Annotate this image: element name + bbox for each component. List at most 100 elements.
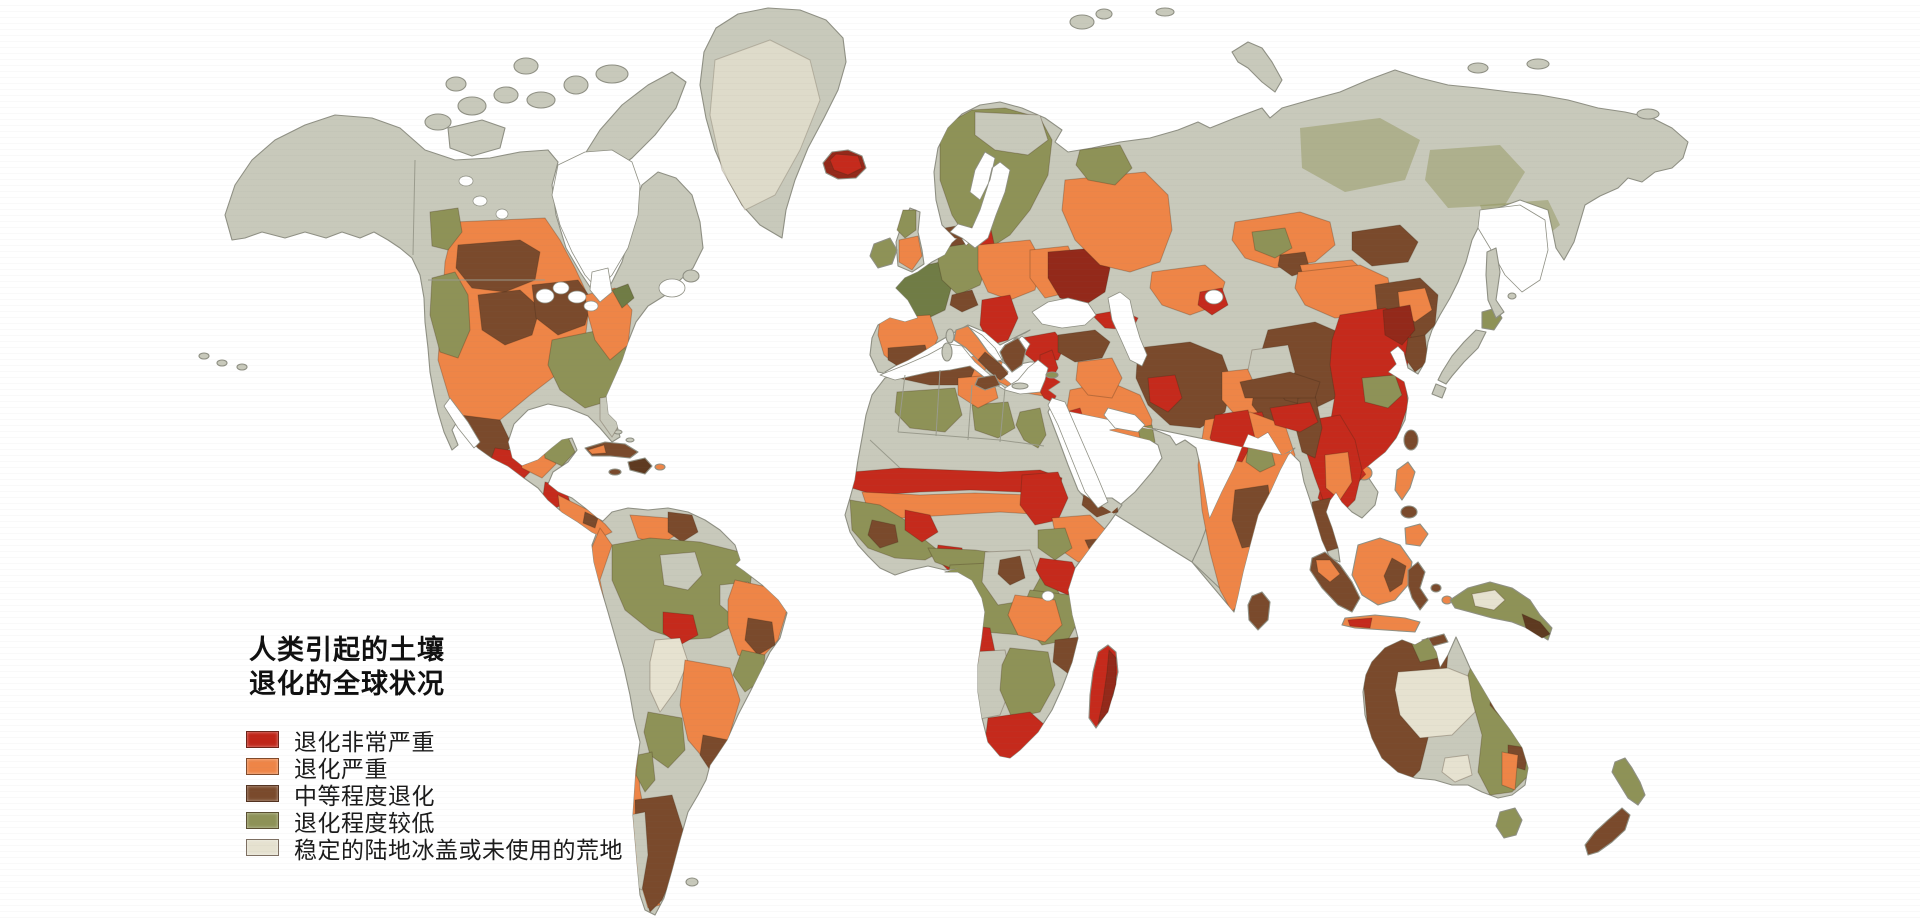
madagascar-dark-strip bbox=[1097, 649, 1117, 725]
map-title-line2: 退化的全球状况 bbox=[249, 669, 445, 700]
legend-label-moderate: 中等程度退化 bbox=[294, 783, 435, 810]
aleutian-speck bbox=[236, 363, 248, 371]
patch-moderate bbox=[1239, 371, 1321, 399]
island-svalbard bbox=[1095, 8, 1113, 20]
arctic-island bbox=[513, 57, 539, 75]
patch-moderate bbox=[477, 289, 541, 346]
aleutian-speck bbox=[198, 352, 210, 360]
patch-severe bbox=[1324, 451, 1353, 501]
red-sea bbox=[1047, 397, 1109, 509]
legend-swatch-very-severe bbox=[246, 731, 279, 748]
greenland-icecap-patch bbox=[709, 39, 821, 211]
patch-low bbox=[611, 283, 635, 309]
island-crete bbox=[1011, 382, 1029, 390]
patch-stable bbox=[649, 637, 689, 713]
patch-low bbox=[971, 401, 1016, 439]
patch-stable bbox=[1441, 754, 1473, 783]
aleutian-islands bbox=[198, 278, 1531, 887]
patch-very-severe bbox=[1147, 374, 1183, 413]
island-taiwan bbox=[1403, 429, 1419, 451]
patch-low bbox=[1251, 227, 1293, 259]
caspian-sea bbox=[1107, 291, 1148, 367]
arctic-island bbox=[424, 113, 452, 131]
island-newfoundland bbox=[682, 269, 700, 283]
island-moluccas bbox=[1430, 583, 1442, 593]
patch-low bbox=[894, 387, 963, 433]
map-legend: 退化非常严重 退化严重 中等程度退化 退化程度较低 稳定的陆地冰盖或未使用的荒地 bbox=[246, 726, 623, 864]
legend-row-severe: 退化严重 bbox=[246, 753, 623, 783]
great-lake bbox=[567, 290, 587, 304]
arctic-island bbox=[445, 76, 467, 92]
island-new-siberian bbox=[1526, 58, 1550, 70]
patch-moderate bbox=[582, 511, 599, 529]
patch-low bbox=[643, 711, 686, 769]
island-cuba bbox=[584, 441, 639, 459]
england-patch bbox=[898, 235, 923, 271]
caribbean-islands bbox=[584, 429, 666, 476]
island-honshu bbox=[1437, 329, 1487, 385]
patch-low bbox=[429, 271, 471, 359]
cuba-orange-patch bbox=[587, 444, 607, 455]
russian-arctic-islands bbox=[1069, 7, 1660, 120]
seas bbox=[443, 149, 1549, 602]
italy-south-patch bbox=[977, 351, 1009, 381]
patch-low bbox=[635, 751, 656, 793]
arctic-island bbox=[457, 96, 487, 116]
island-bahamas bbox=[625, 437, 635, 443]
legend-row-low: 退化程度较低 bbox=[246, 807, 623, 837]
patch-moderate bbox=[997, 555, 1026, 586]
island-jamaica bbox=[608, 468, 622, 476]
great-lake bbox=[535, 288, 555, 304]
patch-very-severe bbox=[1269, 401, 1319, 433]
patch-moderate bbox=[744, 617, 776, 656]
japan-islands bbox=[1431, 307, 1503, 399]
sahara-borders bbox=[869, 369, 1045, 469]
mediterranean-lands bbox=[941, 325, 1059, 391]
legend-row-very-severe: 退化非常严重 bbox=[246, 726, 623, 756]
legend-label-stable: 稳定的陆地冰盖或未使用的荒地 bbox=[294, 837, 623, 864]
iceland-red-patch bbox=[829, 153, 863, 176]
island-ireland bbox=[869, 237, 898, 269]
legend-swatch-severe bbox=[246, 758, 279, 775]
island-sri-lanka bbox=[1247, 591, 1271, 631]
aral-sea bbox=[1204, 289, 1224, 305]
island-sardinia bbox=[941, 342, 953, 362]
island-tasmania bbox=[1495, 807, 1523, 839]
patch-moderate bbox=[1084, 537, 1114, 563]
island-svalbard bbox=[1069, 14, 1095, 30]
island-sulawesi bbox=[1407, 561, 1429, 611]
siberia-tint-patch bbox=[1425, 145, 1525, 208]
patch-severe bbox=[1075, 357, 1123, 399]
patch-very-severe bbox=[904, 509, 939, 543]
persian-gulf bbox=[1103, 407, 1146, 433]
island-mindanao bbox=[1404, 523, 1429, 547]
legend-label-severe: 退化严重 bbox=[294, 756, 388, 783]
aleutian-speck bbox=[216, 359, 228, 367]
gulf-of-st-lawrence bbox=[658, 278, 686, 298]
island-hispaniola bbox=[627, 457, 653, 475]
island-cyprus bbox=[1045, 371, 1059, 379]
island-severnaya-zemlya bbox=[1467, 62, 1489, 74]
patch-low bbox=[1015, 407, 1047, 449]
hudson-bay bbox=[551, 149, 641, 291]
patch-severe bbox=[1061, 171, 1173, 273]
patches-south-america bbox=[592, 511, 787, 913]
island-borneo bbox=[1351, 537, 1413, 606]
arctic-island bbox=[526, 91, 556, 109]
arctic-island bbox=[563, 75, 589, 95]
island-wrangel bbox=[1636, 108, 1660, 120]
island-franz-josef bbox=[1155, 7, 1175, 17]
patch-low bbox=[1037, 527, 1073, 561]
patch-very-severe bbox=[1382, 304, 1416, 346]
kuril-speck bbox=[1507, 292, 1517, 300]
patch-moderate bbox=[867, 519, 899, 549]
arctic-island bbox=[595, 64, 629, 84]
legend-swatch-low bbox=[246, 812, 279, 829]
legend-row-moderate: 中等程度退化 bbox=[246, 780, 623, 810]
legend-label-very-severe: 退化非常严重 bbox=[294, 729, 435, 756]
island-sakhalin bbox=[1485, 247, 1505, 319]
patch-stable bbox=[1104, 444, 1149, 481]
patch-very-severe bbox=[984, 711, 1049, 758]
legend-row-stable: 稳定的陆地冰盖或未使用的荒地 bbox=[246, 834, 623, 864]
black-sea bbox=[1031, 297, 1097, 329]
